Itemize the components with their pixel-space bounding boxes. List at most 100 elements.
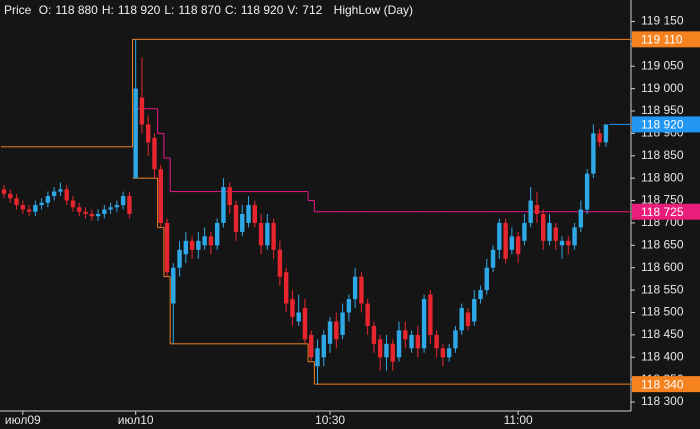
- candle-body: [8, 193, 13, 199]
- candle-body: [133, 88, 138, 179]
- candle-body: [89, 213, 94, 217]
- candle-body: [321, 334, 326, 358]
- candle-body: [541, 213, 546, 241]
- candle-body: [271, 222, 276, 250]
- candle-body: [403, 330, 408, 340]
- y-tick-label: 118 850: [641, 148, 684, 162]
- candle-body: [127, 196, 132, 214]
- candle-body: [139, 97, 145, 125]
- candle-body: [233, 205, 239, 232]
- candle-body: [478, 290, 483, 300]
- candle-body: [146, 124, 151, 143]
- candle-body: [509, 236, 515, 250]
- candle-body: [14, 198, 19, 206]
- candle-body: [522, 222, 527, 241]
- y-tick-label: 118 300: [641, 394, 684, 408]
- candle-body: [95, 213, 101, 217]
- header: Price O: 118 880 H: 118 920 L: 118 870 C: 118 9…: [4, 3, 417, 17]
- candle-body: [20, 205, 26, 210]
- candle-body: [196, 240, 201, 250]
- candle-body: [58, 189, 63, 192]
- candle-body: [597, 133, 602, 143]
- y-tick-label: 118 800: [641, 170, 684, 184]
- y-tick-label: 118 650: [641, 237, 684, 251]
- instrument: Price: [4, 3, 32, 17]
- y-tick-label: 118 750: [641, 193, 684, 207]
- y-tick-label: 118 600: [641, 260, 684, 274]
- y-tick-label: 118 950: [641, 103, 684, 117]
- candle-body: [591, 133, 596, 174]
- candle-body: [227, 187, 232, 206]
- candle-body: [566, 240, 571, 246]
- ohlc-value: 118 870: [178, 3, 221, 17]
- candle-body: [340, 312, 345, 335]
- candle-body: [603, 124, 609, 143]
- x-tick-label: июл09: [5, 413, 41, 427]
- candle-body: [559, 240, 565, 246]
- ohlc-key: O:: [38, 3, 52, 17]
- candle-body: [102, 209, 107, 214]
- candle-body: [302, 308, 308, 340]
- y-tick-label: 119 050: [641, 58, 684, 72]
- candle-body: [158, 169, 163, 223]
- candle-body: [258, 222, 264, 246]
- ohlc-key: C:: [224, 3, 237, 17]
- candle-body: [108, 207, 113, 210]
- candle-body: [421, 299, 427, 349]
- x-tick-label: июл10: [118, 413, 154, 427]
- candle-body: [164, 222, 170, 273]
- price-badge: [632, 203, 700, 220]
- candle-body: [515, 236, 521, 255]
- candle-body: [384, 343, 389, 358]
- candle-body: [352, 276, 358, 300]
- candle-body: [252, 205, 257, 223]
- ohlc-value: 118 880: [55, 3, 98, 17]
- candle-body: [409, 334, 414, 349]
- indicator-name: HighLow (Day): [333, 3, 414, 17]
- candle-body: [334, 321, 339, 340]
- price-badge-label: 118 340: [641, 377, 684, 391]
- candle-body: [1, 189, 7, 194]
- candle-body: [378, 339, 383, 358]
- candle-body: [371, 325, 377, 344]
- candle-body: [83, 211, 88, 214]
- price-badge: [632, 31, 700, 48]
- candle-body: [534, 205, 540, 214]
- candle-body: [459, 308, 464, 331]
- candle-body: [64, 189, 69, 201]
- candle-body: [472, 299, 477, 322]
- ohlc-items: O: 118 880 H: 118 920 L: 118 870 C: 118 920 V: 71…: [39, 3, 327, 17]
- candle-body: [152, 137, 157, 170]
- y-tick-label: 119 000: [641, 81, 684, 95]
- candle-body: [428, 294, 433, 335]
- candle-body: [114, 205, 120, 208]
- candle-body: [77, 207, 82, 212]
- candle-body: [283, 272, 289, 304]
- price-badge: [632, 376, 700, 393]
- candle-body: [51, 191, 57, 197]
- candle-body: [240, 213, 245, 232]
- ohlc-key: V:: [287, 3, 299, 17]
- candle-body: [584, 173, 590, 210]
- price-badge-label: 119 110: [641, 33, 683, 47]
- candle-body: [214, 222, 220, 246]
- candle-body: [497, 222, 502, 250]
- candle-body: [396, 330, 402, 358]
- candle-body: [528, 200, 533, 223]
- candle-body: [365, 303, 370, 326]
- candle-body: [70, 200, 76, 208]
- candle-body: [189, 240, 195, 250]
- candle-body: [440, 348, 446, 358]
- candle-body: [434, 334, 439, 349]
- y-tick-label: 118 550: [641, 282, 684, 296]
- ohlc-value: 118 920: [240, 3, 284, 17]
- candle-body: [315, 348, 320, 367]
- candle-body: [490, 249, 496, 268]
- candle-body: [309, 334, 314, 358]
- ohlc-key: L:: [164, 3, 175, 17]
- candle-body: [296, 312, 301, 322]
- candle-body: [277, 249, 283, 277]
- candle-body: [446, 348, 452, 358]
- ohlc-value: 118 920: [117, 3, 161, 17]
